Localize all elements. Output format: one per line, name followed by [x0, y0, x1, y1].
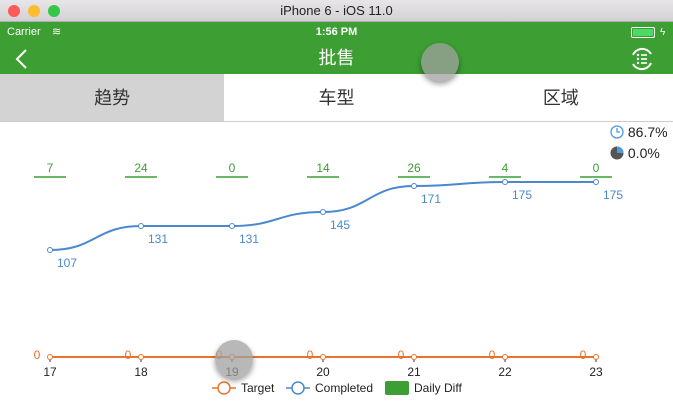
charging-icon: ϟ	[660, 27, 666, 38]
target-point	[138, 354, 144, 360]
pie-icon	[610, 146, 624, 160]
completed-label: 175	[512, 188, 532, 202]
touch-indicator	[215, 340, 253, 378]
time-progress-value: 86.7%	[627, 124, 668, 140]
target-label: 0	[307, 348, 314, 362]
daily-diff-label: 4	[502, 161, 509, 175]
tab-region[interactable]: 区域	[448, 74, 673, 121]
completed-label: 131	[148, 232, 168, 246]
legend-completed-icon	[291, 381, 305, 395]
window-titlebar: iPhone 6 - iOS 11.0	[0, 0, 673, 22]
target-point	[502, 354, 508, 360]
target-label: 0	[34, 348, 41, 362]
page-title: 批售	[318, 48, 355, 68]
tab-trend[interactable]: 趋势	[0, 74, 225, 121]
legend-completed-label: Completed	[315, 381, 373, 395]
x-tick-label: 21	[407, 365, 421, 379]
legend-target-label: Target	[241, 381, 275, 395]
nav-bar: 批售	[0, 43, 673, 74]
legend-target-icon	[217, 381, 231, 395]
completion-stat: 0.0%	[610, 145, 660, 161]
list-refresh-icon[interactable]	[629, 46, 655, 72]
completed-label: 145	[330, 218, 350, 232]
carrier-label: Carrier	[7, 26, 41, 38]
completed-point	[411, 183, 417, 189]
daily-diff-label: 0	[229, 161, 236, 175]
completed-label: 107	[57, 256, 77, 270]
completed-point	[138, 223, 144, 229]
target-point	[320, 354, 326, 360]
daily-diff-label: 14	[316, 161, 330, 175]
daily-diff-label: 7	[47, 161, 54, 175]
zoom-window-button[interactable]	[48, 5, 60, 17]
x-tick-label: 18	[134, 365, 148, 379]
wifi-icon: ≋	[52, 26, 62, 38]
target-point	[593, 354, 599, 360]
x-tick-label: 20	[316, 365, 330, 379]
x-tick-label: 23	[589, 365, 603, 379]
segment-tabs: 趋势 车型 区域	[0, 74, 673, 122]
tab-model[interactable]: 车型	[224, 74, 449, 121]
completed-point	[229, 223, 235, 229]
target-label: 0	[398, 348, 405, 362]
minimize-window-button[interactable]	[28, 5, 40, 17]
legend-daily-diff-icon	[385, 381, 409, 395]
completed-point	[320, 209, 326, 215]
daily-diff-label: 0	[593, 161, 600, 175]
clock-icon	[610, 125, 624, 139]
status-bar: Carrier ≋ 1:56 PM ϟ	[0, 22, 673, 43]
time-progress-stat: 86.7%	[610, 124, 668, 140]
completed-label: 175	[603, 188, 623, 202]
completed-point	[502, 179, 508, 185]
close-window-button[interactable]	[8, 5, 20, 17]
daily-diff-label: 26	[407, 161, 421, 175]
completed-label: 171	[421, 192, 441, 206]
window-title: iPhone 6 - iOS 11.0	[280, 3, 393, 18]
completed-label: 131	[239, 232, 259, 246]
x-tick-label: 17	[43, 365, 57, 379]
battery-icon	[631, 27, 655, 38]
target-label: 0	[125, 348, 132, 362]
touch-indicator	[421, 43, 459, 81]
target-label: 0	[580, 348, 587, 362]
completed-point	[593, 179, 599, 185]
status-time: 1:56 PM	[315, 26, 358, 38]
legend-daily-diff-label: Daily Diff	[414, 381, 462, 395]
target-point	[47, 354, 53, 360]
x-tick-label: 22	[498, 365, 512, 379]
target-point	[411, 354, 417, 360]
completed-point	[47, 247, 53, 253]
daily-diff-label: 24	[134, 161, 148, 175]
completion-value: 0.0%	[627, 145, 660, 161]
target-label: 0	[489, 348, 496, 362]
chevron-left-icon[interactable]	[14, 49, 28, 69]
